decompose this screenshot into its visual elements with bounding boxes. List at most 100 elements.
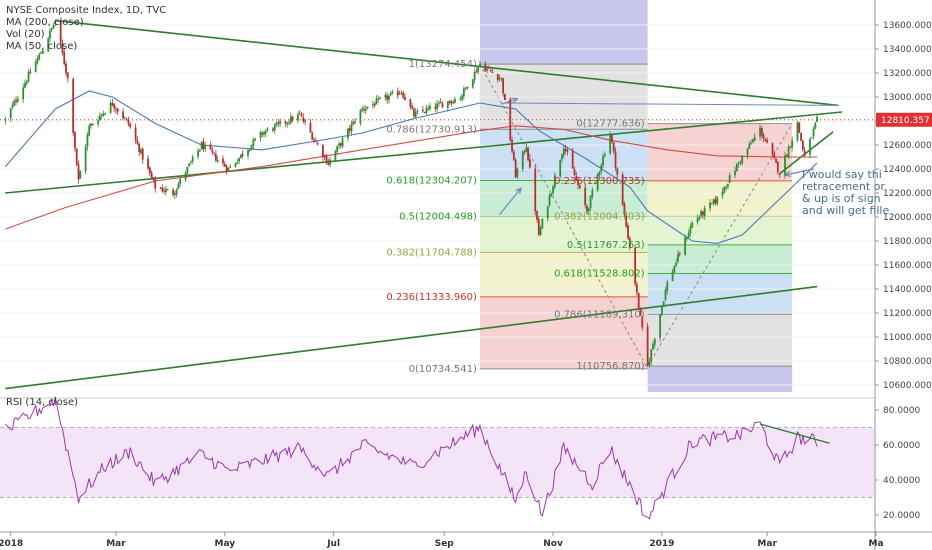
candle-body — [771, 143, 774, 155]
candle-body — [50, 27, 53, 31]
candle-body — [150, 172, 153, 178]
candle-body — [475, 71, 478, 73]
candle-body — [65, 63, 67, 73]
rsi-legend-label[interactable]: RSI (14, close) — [6, 397, 79, 408]
candle-body — [388, 95, 390, 100]
price-axis-bg — [875, 0, 932, 550]
ma50-legend[interactable]: MA (50, close) — [6, 41, 78, 52]
candle-body — [423, 112, 426, 114]
candle-body — [653, 338, 656, 345]
candle-body — [277, 122, 280, 124]
time-tick-label: Ma — [868, 539, 883, 549]
candle-body — [111, 102, 114, 106]
candle-body — [537, 219, 540, 236]
candle-body — [541, 219, 544, 229]
candle-body — [375, 98, 378, 105]
fib-left-level-label: 1(13274.454) — [409, 59, 477, 70]
candle-body — [421, 109, 424, 112]
candle-body — [502, 78, 505, 94]
candle-body — [297, 114, 299, 121]
candle-body — [227, 167, 230, 172]
candle-body — [141, 148, 144, 160]
candle-body — [559, 160, 562, 177]
candle-body — [197, 150, 199, 157]
candle-body — [575, 175, 578, 181]
candle-body — [721, 191, 724, 196]
candle-body — [539, 227, 542, 235]
candle-body — [548, 195, 551, 206]
candle-body — [511, 140, 513, 152]
candle-body — [148, 167, 151, 174]
vol-legend[interactable]: Vol (20) — [6, 29, 45, 40]
candle-body — [628, 238, 631, 248]
candle-body — [796, 122, 799, 141]
candle-body — [741, 155, 744, 164]
candle-body — [748, 143, 751, 149]
candle-body — [753, 136, 756, 141]
candle-body — [190, 161, 192, 163]
candle-body — [134, 127, 137, 140]
candle-body — [689, 226, 692, 234]
fibonacci-retracement-boxes[interactable] — [479, 0, 793, 392]
annotation-line: retracement or — [802, 180, 885, 193]
candle-body — [166, 189, 169, 191]
candle-body — [15, 100, 17, 102]
candle-body — [462, 88, 465, 97]
candle-body — [336, 146, 339, 152]
candle-body — [323, 156, 326, 158]
candle-body — [573, 169, 576, 176]
ma200-legend[interactable]: MA (200, close) — [6, 17, 84, 28]
candle-body — [275, 122, 278, 125]
candle-body — [91, 124, 94, 126]
candle-body — [309, 122, 312, 133]
price-tick-label: 11000.000 — [883, 333, 932, 343]
candle-body — [359, 110, 362, 124]
fib-left-diagonal — [479, 63, 649, 369]
candle-body — [641, 316, 644, 328]
candle-body — [316, 142, 319, 145]
candle-body — [172, 189, 174, 195]
candle-body — [734, 170, 736, 176]
fib-right-band — [647, 123, 793, 181]
arrow — [784, 168, 814, 176]
candle-body — [361, 108, 364, 111]
rsi-trendline — [759, 423, 830, 444]
candle-body — [454, 99, 456, 103]
candle-body — [625, 215, 628, 227]
candle-body — [350, 124, 353, 132]
candle-body — [225, 165, 228, 171]
candle-body — [263, 132, 265, 135]
candle-body — [437, 102, 440, 104]
last-price-label: 12810.357 — [881, 116, 930, 126]
fib-right-band — [647, 314, 793, 367]
candle-body — [461, 95, 463, 100]
candle-body — [84, 146, 87, 172]
trendlines[interactable] — [0, 19, 875, 390]
candle-body — [429, 105, 431, 109]
candle-body — [596, 174, 599, 191]
candle-body — [247, 150, 249, 157]
candle-body — [675, 262, 678, 266]
fib-right-band — [647, 273, 793, 315]
candle-body — [509, 99, 512, 141]
candle-body — [311, 132, 314, 140]
candle-body — [409, 99, 412, 107]
chart-title[interactable]: NYSE Composite Index, 1D, TVC — [6, 5, 167, 16]
price-legend: NYSE Composite Index, 1D, TVC MA (200, c… — [6, 5, 166, 53]
fib-left-band — [479, 296, 648, 369]
candle-body — [123, 117, 126, 119]
candle-body — [373, 103, 376, 106]
candle-body — [691, 222, 694, 228]
candle-body — [775, 158, 777, 163]
candle-body — [29, 71, 32, 73]
candle-body — [40, 52, 42, 54]
candle-body — [104, 113, 107, 115]
candle-body — [552, 186, 554, 194]
fib-left-band — [479, 252, 648, 297]
candle-body — [523, 151, 526, 153]
candle-body — [36, 58, 39, 64]
price-tick-label: 11800.000 — [883, 237, 932, 247]
candle-body — [234, 163, 237, 168]
